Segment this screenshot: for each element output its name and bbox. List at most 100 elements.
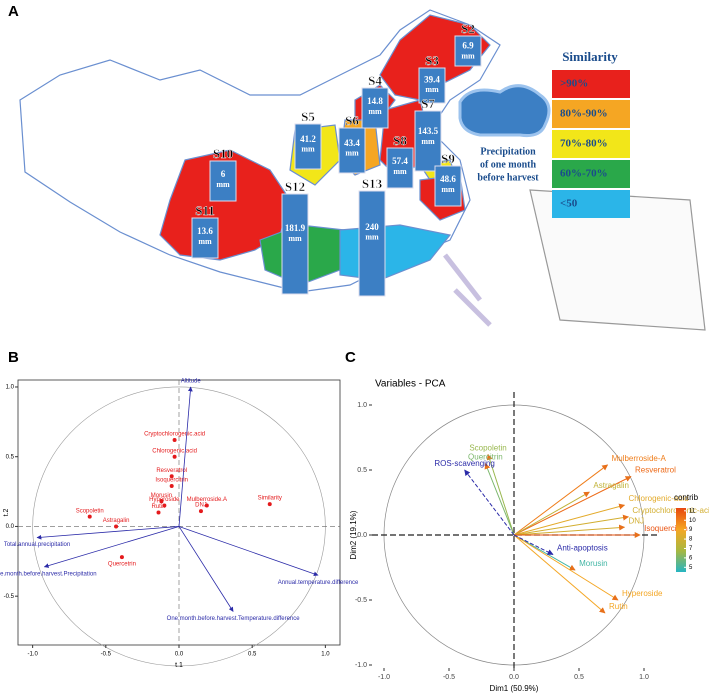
station-value: 13.6 — [197, 226, 213, 236]
variable-label: Rutin — [152, 504, 166, 510]
variable-label: Morusin — [579, 559, 607, 568]
loading-arrow — [36, 526, 180, 540]
station-unit: mm — [301, 145, 315, 154]
loading-arrow — [178, 526, 319, 577]
station-marker — [454, 35, 482, 67]
variable-label: Hyperoside — [622, 589, 663, 598]
legend-label: >90% — [560, 78, 588, 90]
y-tick-label: 1.0 — [357, 402, 367, 409]
legend-swatch — [552, 130, 630, 158]
legend-swatch — [552, 100, 630, 128]
cloud — [458, 84, 551, 137]
loading-point — [162, 503, 167, 508]
variable-label: Scopoletin — [469, 444, 506, 453]
variable-arrow — [484, 462, 515, 536]
colorbar-tick-label: 8 — [689, 537, 693, 543]
panel-letter: B — [8, 349, 19, 366]
variable-label: Total.annual.precipitation — [4, 542, 70, 548]
loading-arrow — [43, 526, 180, 568]
station-unit: mm — [421, 137, 435, 146]
station-marker — [386, 147, 414, 189]
station-label: S6 — [345, 113, 359, 128]
station-value: 39.4 — [424, 74, 440, 84]
variable-label: One.month.before.harvest.Precipitation — [0, 571, 97, 577]
station-value: 240 — [365, 222, 379, 232]
y-tick-label: -1.0 — [355, 662, 367, 669]
station-marker — [358, 190, 386, 297]
variable-label: Astragalin — [593, 481, 629, 490]
loading-point — [114, 524, 119, 529]
station-unit: mm — [461, 51, 475, 60]
station-marker — [414, 110, 442, 172]
station-label: S5 — [301, 109, 315, 124]
y-tick-label: 0.0 — [6, 524, 15, 530]
inset-map — [529, 189, 706, 331]
variable-label: Annual.temperature.difference — [278, 580, 359, 586]
legend-swatch — [552, 160, 630, 188]
variable-label: Cryptochlorogenic-acid — [632, 506, 709, 515]
station-marker — [294, 123, 322, 170]
legend-label: 80%-90% — [560, 108, 608, 120]
station-label: S10 — [213, 146, 233, 161]
station-unit: mm — [345, 149, 359, 158]
station-marker — [338, 127, 366, 174]
y-tick-label: 0.5 — [6, 454, 15, 460]
x-tick-label: -0.5 — [101, 652, 112, 658]
station-unit: mm — [216, 180, 230, 189]
loading-arrow — [178, 386, 193, 527]
x-tick-label: 1.0 — [321, 652, 330, 658]
x-tick-label: 0.0 — [175, 652, 184, 658]
y-tick-label: 0.5 — [357, 467, 367, 474]
station-marker — [418, 67, 446, 104]
station-marker — [434, 165, 462, 207]
boundary — [443, 253, 492, 327]
variable-label: Similarity — [258, 496, 282, 502]
legend-swatch — [552, 70, 630, 98]
station-value: 181.9 — [285, 223, 306, 233]
variable-label: One.month.before.harvest.Temperature.dif… — [167, 616, 301, 622]
variable-arrow — [513, 534, 554, 555]
variable-arrow — [513, 524, 626, 536]
variable-label: Mulberroside-A — [612, 454, 667, 463]
variable-label: Chlorogenic.acid — [152, 448, 197, 454]
station-label: S3 — [425, 53, 439, 68]
loading-point — [159, 499, 164, 504]
loading-point — [156, 510, 161, 515]
station-label: S12 — [285, 179, 305, 194]
station-unit: mm — [425, 85, 439, 94]
station-label: S4 — [368, 73, 382, 88]
station-marker — [209, 160, 237, 202]
station-value: 57.4 — [392, 156, 408, 166]
variable-arrow — [464, 469, 515, 536]
legend-label: 60%-70% — [560, 168, 608, 180]
x-tick-label: 0.5 — [574, 674, 584, 681]
x-tick-label: 0.0 — [509, 674, 519, 681]
station-value: 6.9 — [462, 41, 474, 51]
y-tick-label: -0.5 — [4, 594, 15, 600]
station-unit: mm — [288, 234, 302, 243]
x-axis-title: Dim1 (50.9%) — [490, 684, 539, 693]
variable-arrow — [513, 534, 619, 601]
variable-label: Isoquercitrin — [155, 478, 188, 484]
variable-arrow — [486, 453, 515, 536]
variable-label: Rutin — [609, 602, 628, 611]
region — [339, 224, 452, 281]
station-marker — [281, 193, 309, 295]
station-marker — [361, 87, 389, 129]
y-axis-title: Dim2 (19.1%) — [349, 510, 358, 559]
cloud-text: before harvest — [477, 172, 539, 183]
loading-point — [198, 509, 203, 514]
loading-point — [267, 502, 272, 507]
station-value: 48.6 — [440, 174, 456, 184]
cloud-text: Precipitation — [480, 146, 536, 157]
x-tick-label: -1.0 — [378, 674, 390, 681]
variable-label: Altitude — [181, 379, 202, 385]
y-tick-label: 1.0 — [6, 385, 15, 391]
x-tick-label: -0.5 — [443, 674, 455, 681]
colorbar-tick-label: 9 — [689, 527, 693, 533]
loading-point — [169, 484, 174, 488]
colorbar-tick-label: 11 — [689, 508, 696, 514]
station-unit: mm — [368, 107, 382, 116]
colorbar-tick-label: 10 — [689, 518, 696, 524]
